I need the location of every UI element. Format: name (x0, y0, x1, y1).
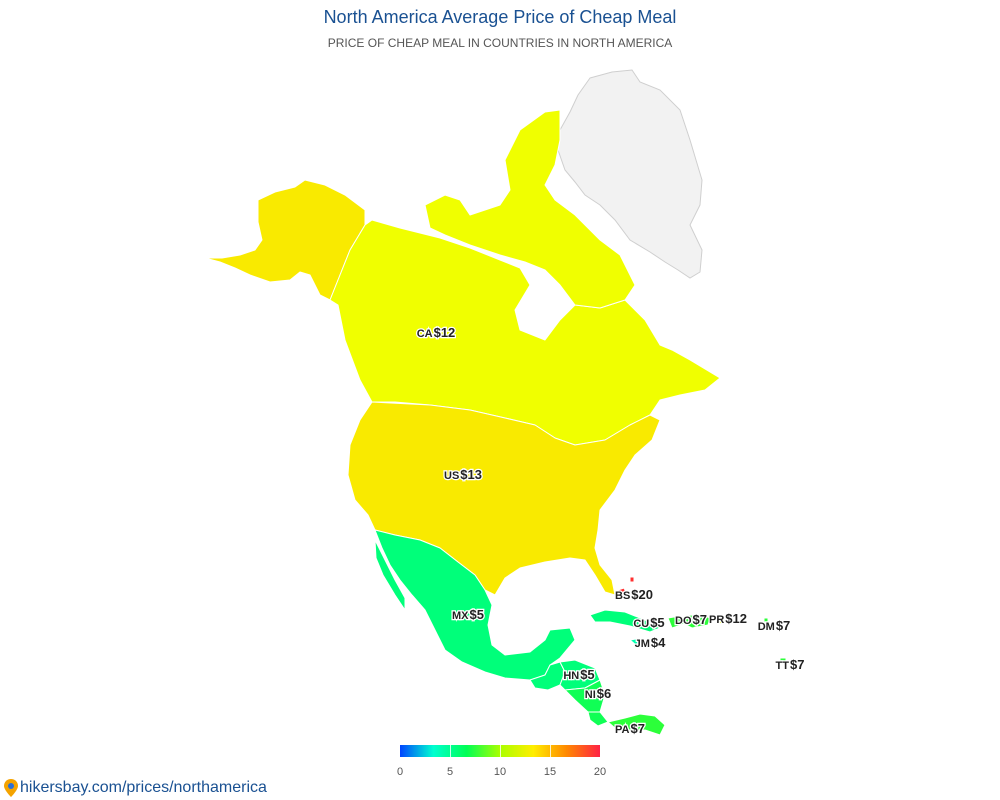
country-label-dm: DM$7 (758, 618, 791, 633)
legend-tick-label: 20 (593, 766, 607, 778)
country-tt[interactable] (779, 657, 787, 664)
country-label-pa: PA$7 (615, 721, 645, 736)
country-bs[interactable] (617, 576, 635, 598)
country-label-us: US$13 (444, 467, 482, 482)
country-labels: CA$12 US$13 MX$5 BS$20 CU$5 DO$7 PR$12 DM$7 JM$4… (415, 324, 805, 738)
legend-tick-label: 10 (493, 766, 507, 778)
legend-tick-label: 0 (396, 766, 404, 778)
legend-tick-mark (450, 745, 451, 757)
country-label-ca: CA$12 (417, 325, 456, 340)
legend-tick-label: 5 (446, 766, 454, 778)
country-label-tt: TT$7 (776, 657, 805, 672)
country-jm[interactable] (629, 637, 649, 646)
country-label-ni: NI$6 (585, 686, 611, 701)
country-cu[interactable] (589, 609, 661, 633)
country-do[interactable] (683, 613, 711, 629)
greenland-region (557, 69, 703, 279)
country-pa[interactable] (607, 713, 666, 736)
footer-link-text[interactable]: hikersbay.com/prices/northamerica (20, 779, 267, 796)
country-label-do: DO$7 (675, 612, 707, 627)
legend-tick-label: 15 (543, 766, 557, 778)
country-label-pr: PR$12 (709, 611, 747, 626)
country-mx[interactable] (374, 529, 576, 681)
country-us-alaska[interactable] (204, 179, 366, 301)
location-pin-icon (4, 779, 18, 797)
legend-tick-mark (500, 745, 501, 757)
chart-subtitle: PRICE OF CHEAP MEAL IN COUNTRIES IN NORT… (327, 36, 673, 50)
color-scale-legend (400, 745, 600, 757)
legend-tick-mark (550, 745, 551, 757)
country-label-jm: JM$4 (635, 635, 667, 650)
country-ni[interactable] (564, 679, 606, 713)
country-label-bs: BS$20 (615, 587, 653, 602)
country-pr[interactable] (715, 617, 726, 625)
country-dm[interactable] (763, 617, 769, 623)
country-cr[interactable] (587, 711, 609, 727)
country-ca-arctic-islands[interactable] (424, 109, 636, 309)
country-label-cu: CU$5 (633, 615, 664, 630)
color-scale-ticks: 0 5 10 15 20 (396, 766, 606, 780)
country-label-mx: MX$5 (452, 607, 484, 622)
country-label-hn: HN$5 (563, 667, 594, 682)
chart-title: North America Average Price of Cheap Mea… (323, 7, 677, 27)
footer-link[interactable]: hikersbay.com/prices/northamerica (4, 779, 267, 797)
country-ca[interactable] (329, 219, 721, 446)
